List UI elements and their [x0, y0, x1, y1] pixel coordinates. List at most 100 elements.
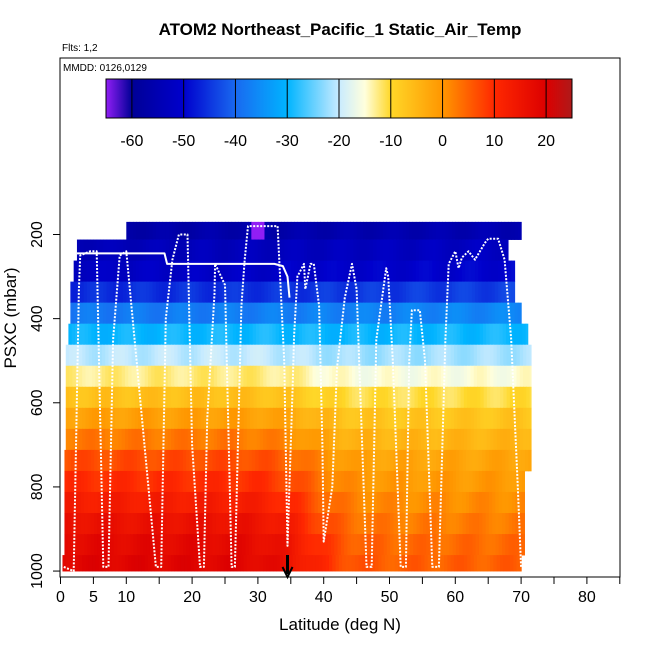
- heatmap-cell: [142, 239, 147, 261]
- heatmap-cell: [231, 221, 236, 240]
- heatmap-cell: [74, 470, 79, 493]
- heatmap-cell: [166, 491, 171, 514]
- heatmap-cell: [294, 470, 299, 493]
- heatmap-cell: [367, 491, 372, 514]
- heatmap-cell: [245, 513, 250, 535]
- heatmap-cell: [382, 281, 387, 304]
- heatmap-cell: [379, 281, 384, 304]
- heatmap-cell: [287, 239, 292, 261]
- heatmap-cell: [225, 534, 230, 556]
- heatmap-cell: [140, 323, 145, 346]
- heatmap-cell: [393, 534, 398, 556]
- heatmap-cell: [100, 470, 105, 493]
- heatmap-cell: [161, 344, 166, 367]
- heatmap-cell: [343, 239, 348, 261]
- heatmap-cell: [412, 281, 417, 304]
- heatmap-cell: [186, 449, 191, 472]
- heatmap-cell: [246, 428, 251, 451]
- heatmap-cell: [483, 365, 488, 388]
- heatmap-cell: [154, 555, 159, 572]
- heatmap-cell: [477, 386, 481, 409]
- heatmap-cell: [330, 470, 335, 493]
- heatmap-cell: [414, 407, 419, 430]
- heatmap-cell: [275, 491, 279, 514]
- heatmap-cell: [445, 239, 450, 261]
- heatmap-cell: [458, 221, 463, 240]
- heatmap-cell: [409, 491, 414, 514]
- heatmap-cell: [277, 239, 282, 261]
- heatmap-cell: [71, 449, 75, 472]
- heatmap-cell: [151, 386, 156, 409]
- heatmap-cell: [297, 239, 302, 261]
- heatmap-cell: [428, 281, 433, 304]
- heatmap-cell: [386, 239, 391, 261]
- heatmap-cell: [140, 470, 145, 493]
- heatmap-cell: [255, 491, 260, 514]
- heatmap-cell: [120, 470, 125, 493]
- heatmap-cell: [465, 534, 470, 556]
- heatmap-cell: [345, 344, 350, 367]
- heatmap-cell: [353, 470, 358, 493]
- heatmap-cell: [373, 260, 377, 283]
- heatmap-cell: [156, 534, 161, 556]
- heatmap-cell: [173, 534, 177, 556]
- heatmap-cell: [203, 428, 208, 451]
- heatmap-cell: [180, 407, 185, 430]
- heatmap-cell: [194, 344, 198, 367]
- heatmap-cell: [371, 365, 376, 388]
- heatmap-cell: [356, 281, 361, 304]
- heatmap-cell: [75, 344, 80, 367]
- heatmap-cell: [243, 555, 248, 572]
- heatmap-cell: [358, 428, 363, 451]
- heatmap-cell: [198, 239, 203, 261]
- heatmap-cell: [325, 365, 330, 388]
- heatmap-cell: [508, 449, 513, 472]
- heatmap-cell: [281, 470, 286, 493]
- heatmap-cell: [508, 513, 513, 535]
- heatmap-cell: [345, 428, 350, 451]
- heatmap-cell: [453, 365, 458, 388]
- heatmap-cell: [483, 386, 488, 409]
- heatmap-cell: [357, 449, 362, 472]
- heatmap-cell: [492, 534, 497, 556]
- heatmap-cell: [155, 221, 160, 240]
- heatmap-cell: [353, 491, 358, 514]
- heatmap-cell: [123, 302, 127, 325]
- heatmap-cell: [246, 323, 250, 346]
- heatmap-cell: [322, 555, 327, 572]
- heatmap-cell: [149, 281, 154, 304]
- heatmap-cell: [138, 428, 143, 451]
- heatmap-cell: [452, 260, 456, 283]
- x-tick-label: 80: [578, 589, 596, 606]
- heatmap-cell: [386, 449, 391, 472]
- heatmap-cell: [498, 302, 502, 325]
- heatmap-cell: [518, 491, 523, 514]
- heatmap-cell: [271, 534, 276, 556]
- heatmap-cell: [88, 428, 93, 451]
- heatmap-cell: [416, 513, 421, 535]
- heatmap-cell: [141, 344, 146, 367]
- heatmap-cell: [157, 365, 162, 388]
- heatmap-cell: [490, 407, 495, 430]
- heatmap-cell: [292, 407, 297, 430]
- heatmap-cell: [480, 555, 485, 572]
- heatmap-cell: [225, 470, 230, 493]
- heatmap-cell: [320, 260, 325, 283]
- x-tick-label: 20: [183, 589, 201, 606]
- heatmap-cell: [307, 260, 312, 283]
- heatmap-cell: [509, 386, 514, 409]
- heatmap-cell: [471, 281, 476, 304]
- heatmap-cell: [424, 407, 429, 430]
- heatmap-cell: [271, 513, 276, 535]
- heatmap-cell: [449, 534, 454, 556]
- heatmap-cell: [265, 513, 270, 535]
- heatmap-cell: [482, 470, 487, 493]
- heatmap-cell: [482, 513, 487, 535]
- heatmap-cell: [217, 428, 221, 451]
- heatmap-cell: [97, 513, 102, 535]
- heatmap-cell: [336, 281, 341, 304]
- heatmap-cell: [442, 534, 447, 556]
- heatmap-cell: [351, 555, 356, 572]
- heatmap-cell: [166, 513, 171, 535]
- heatmap-cell: [302, 386, 307, 409]
